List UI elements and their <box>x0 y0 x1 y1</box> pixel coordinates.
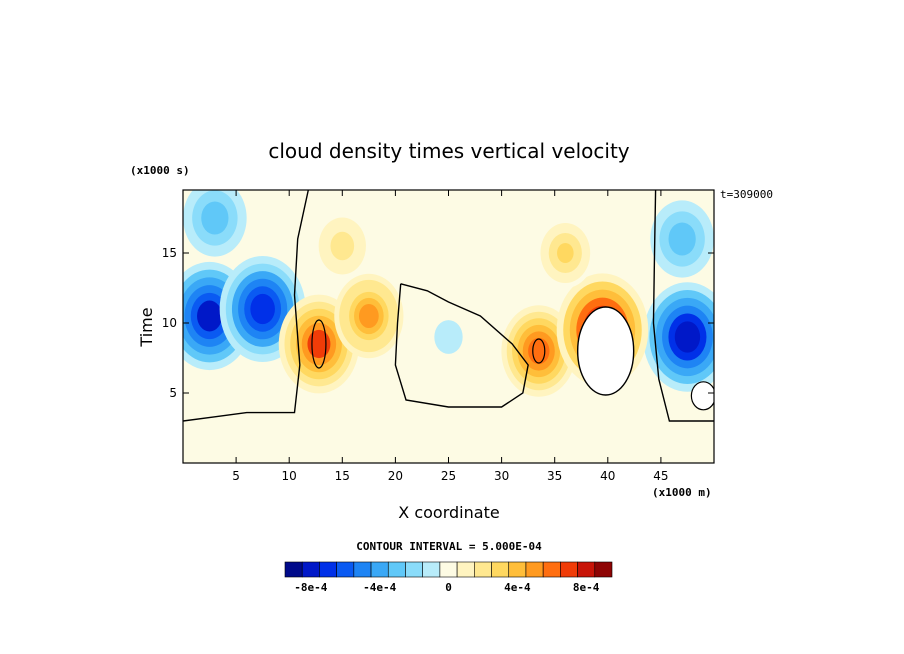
feature-band <box>441 328 456 346</box>
colorbar: -8e-4 -4e-4 0 4e-4 8e-4 <box>284 561 613 594</box>
colorbar-swatch <box>577 561 596 578</box>
x-tick-label: 15 <box>335 469 350 483</box>
colorbar-swatch <box>491 561 510 578</box>
colorbar-swatch <box>336 561 355 578</box>
colorbar-swatch <box>387 561 406 578</box>
feature-band <box>358 303 379 329</box>
colorbar-swatch <box>422 561 441 578</box>
y-unit-label: (x1000 s) <box>130 164 190 177</box>
feature-downdraft-11 <box>423 307 474 367</box>
x-tick-label: 10 <box>282 469 297 483</box>
colorbar-swatch <box>560 561 578 578</box>
contour-strong-updraft-core <box>576 306 635 396</box>
colorbar-label: 0 <box>445 581 452 594</box>
chart-title: cloud density times vertical velocity <box>268 139 629 163</box>
colorbar-swatch <box>319 561 337 578</box>
feature-updraft-7 <box>314 212 370 280</box>
contour-interval-label: CONTOUR INTERVAL = 5.000E-04 <box>356 540 542 553</box>
contour-updraft-12 <box>311 319 327 369</box>
x-tick-label: 25 <box>441 469 456 483</box>
x-tick-label: 45 <box>653 469 668 483</box>
x-tick-label: 35 <box>547 469 562 483</box>
x-unit-label: (x1000 m) <box>652 486 712 499</box>
feature-band <box>673 227 692 251</box>
x-axis-label: X coordinate <box>398 503 499 522</box>
feature-band <box>334 236 351 256</box>
contour-right-core <box>690 381 714 411</box>
y-axis-label: Time <box>137 307 156 347</box>
y-tick-label: 10 <box>162 316 177 330</box>
colorbar-label: 4e-4 <box>504 581 531 594</box>
x-tick-label: 30 <box>494 469 509 483</box>
x-tick-label: 40 <box>600 469 615 483</box>
time-label: t=309000 <box>720 188 773 201</box>
colorbar-swatch <box>542 561 561 578</box>
feature-updraft-6 <box>334 273 404 359</box>
feature-band <box>205 206 224 230</box>
contour-lines <box>183 190 714 422</box>
colorbar-swatch <box>284 561 303 578</box>
colorbar-swatch <box>456 561 475 578</box>
feature-band <box>528 337 550 365</box>
colorbar-swatch <box>353 561 372 578</box>
colorbar-swatch <box>474 561 492 578</box>
colorbar-swatch <box>594 561 613 578</box>
feature-band <box>674 321 701 353</box>
colorbar-swatch <box>439 561 458 578</box>
feature-downdraft-2 <box>643 282 714 392</box>
heatmap-field <box>183 190 714 463</box>
colorbar-label: -4e-4 <box>363 581 396 594</box>
colorbar-swatch <box>405 561 423 578</box>
colorbar-swatch <box>508 561 527 578</box>
y-tick-label: 15 <box>162 246 177 260</box>
feature-downdraft-4 <box>650 200 714 278</box>
x-tick-label: 20 <box>388 469 403 483</box>
colorbar-swatch <box>525 561 544 578</box>
feature-downdraft-3 <box>183 190 247 257</box>
zero-contour-center <box>394 283 529 408</box>
zero-contour-left <box>183 190 310 422</box>
feature-updraft-10 <box>536 218 595 288</box>
zero-contour-right <box>652 190 714 422</box>
axis-ticks: 5 10 15 20 25 30 35 40 45 5 10 15 <box>162 190 714 483</box>
feature-band <box>250 293 275 325</box>
colorbar-swatch <box>370 561 389 578</box>
x-tick-label: 5 <box>232 469 240 483</box>
colorbar-label: 8e-4 <box>573 581 600 594</box>
colorbar-label: -8e-4 <box>294 581 327 594</box>
contour-updraft-33 <box>532 338 546 364</box>
feature-band <box>307 329 331 359</box>
y-tick-label: 5 <box>169 386 177 400</box>
feature-band <box>557 243 574 263</box>
colorbar-swatch <box>301 561 320 578</box>
feature-band <box>197 300 223 332</box>
